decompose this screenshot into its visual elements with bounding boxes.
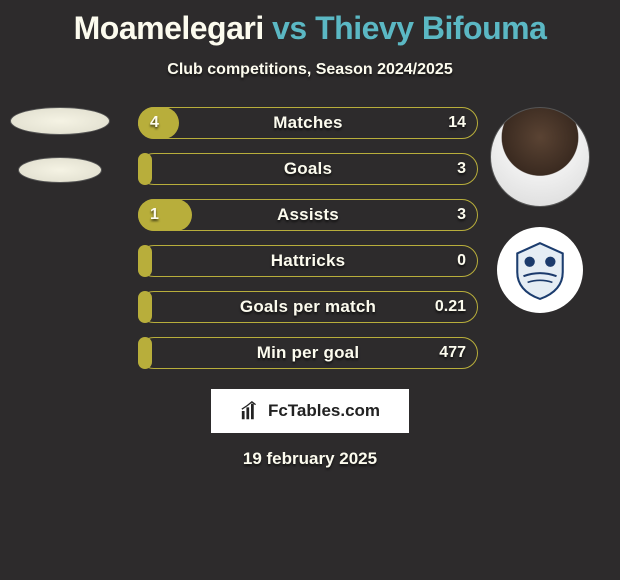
comparison-chart: 4Matches14Goals31Assists3Hattricks0Goals… <box>0 107 620 369</box>
bar-value-right: 14 <box>448 107 466 139</box>
bar-row: 1Assists3 <box>138 199 478 231</box>
bar-row: Hattricks0 <box>138 245 478 277</box>
left-player-graphics <box>10 107 110 183</box>
title-player1: Moamelegari <box>74 10 264 46</box>
bar-value-right: 3 <box>457 153 466 185</box>
bar-label: Matches <box>138 107 478 139</box>
title-vs: vs <box>272 10 307 46</box>
bar-label: Goals per match <box>138 291 478 323</box>
bar-row: 4Matches14 <box>138 107 478 139</box>
right-player-graphics <box>490 107 590 313</box>
page-title: Moamelegari vs Thievy Bifouma <box>0 0 620 47</box>
title-player2: Thievy Bifouma <box>315 10 546 46</box>
bar-value-right: 477 <box>439 337 466 369</box>
bar-row: Min per goal477 <box>138 337 478 369</box>
club-badge <box>497 227 583 313</box>
bar-label: Hattricks <box>138 245 478 277</box>
bar-row: Goals per match0.21 <box>138 291 478 323</box>
player-avatar <box>490 107 590 207</box>
bar-label: Min per goal <box>138 337 478 369</box>
avatar-placeholder-icon <box>10 107 110 135</box>
branding-text: FcTables.com <box>268 401 380 421</box>
branding-panel: FcTables.com <box>211 389 409 433</box>
bars-container: 4Matches14Goals31Assists3Hattricks0Goals… <box>138 107 478 369</box>
subtitle: Club competitions, Season 2024/2025 <box>0 61 620 79</box>
bar-label: Goals <box>138 153 478 185</box>
date-text: 19 february 2025 <box>0 449 620 469</box>
chart-icon <box>240 400 262 422</box>
bar-value-right: 0.21 <box>435 291 466 323</box>
club-badge-placeholder-icon <box>18 157 102 183</box>
club-crest-icon <box>509 239 571 301</box>
bar-row: Goals3 <box>138 153 478 185</box>
bar-label: Assists <box>138 199 478 231</box>
bar-value-right: 0 <box>457 245 466 277</box>
bar-value-right: 3 <box>457 199 466 231</box>
